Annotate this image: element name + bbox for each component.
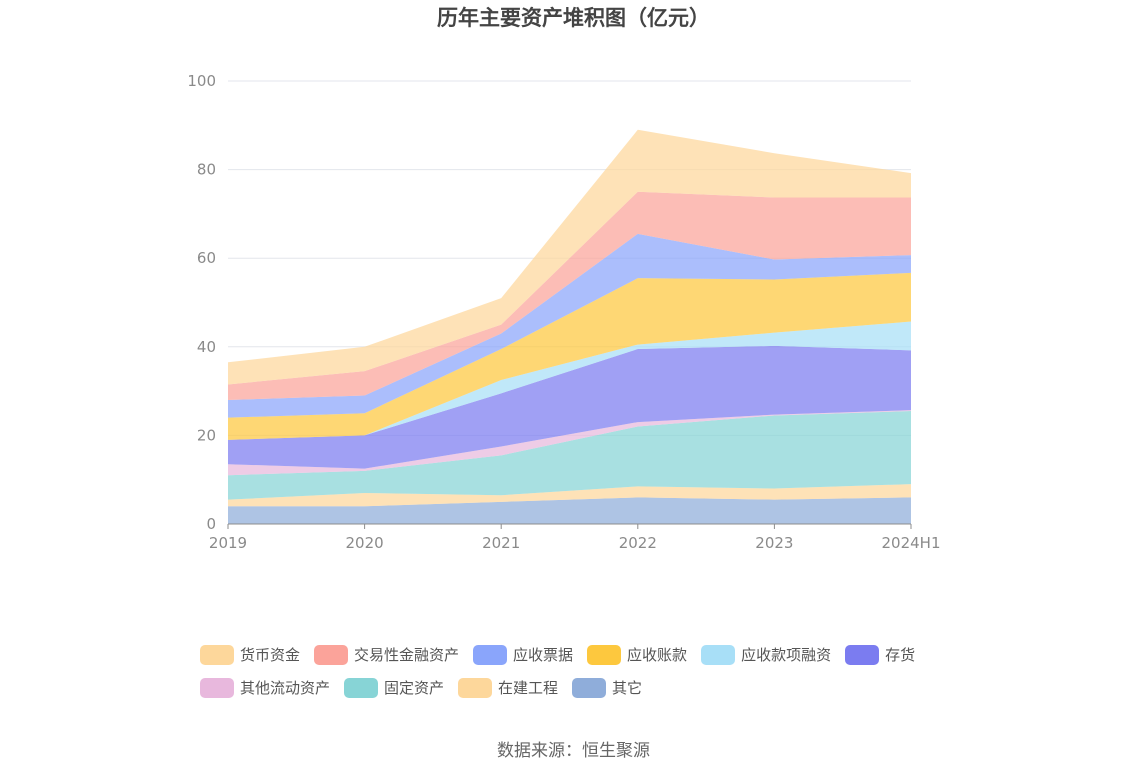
area-series-3[interactable] — [228, 410, 911, 476]
legend-swatch — [200, 644, 234, 665]
legend-label: 在建工程 — [498, 679, 559, 697]
legend-item-gudingzichan[interactable]: 固定资产 — [344, 677, 444, 698]
legend-label: 应收款项融资 — [741, 646, 832, 664]
legend-swatch — [200, 677, 234, 698]
x-tick-label: 2019 — [209, 534, 247, 552]
legend-swatch — [701, 644, 736, 665]
y-tick-label: 0 — [206, 515, 216, 533]
y-tick-label: 40 — [197, 338, 216, 356]
legend-swatch — [473, 644, 508, 665]
x-tick-label: 2021 — [482, 534, 520, 552]
legend-item-yingshoupiaoju[interactable]: 应收票据 — [473, 644, 573, 665]
x-tick-label: 2022 — [619, 534, 657, 552]
x-tick-label: 2023 — [755, 534, 793, 552]
legend-item-yingshouzhangkuan[interactable]: 应收账款 — [587, 644, 687, 665]
legend-item-jiaoyixing[interactable]: 交易性金融资产 — [314, 644, 459, 665]
area-series-2[interactable] — [228, 411, 911, 500]
legend-label: 应收票据 — [513, 646, 574, 664]
legend-label: 交易性金融资产 — [354, 646, 460, 664]
chart-legend: 货币资金 交易性金融资产 应收票据 应收账款 应收款项融资 存货 其他流动资产 — [200, 638, 980, 704]
legend-label: 存货 — [885, 646, 916, 664]
y-tick-label: 20 — [197, 426, 216, 444]
area-series — [228, 129, 911, 524]
legend-label: 其它 — [612, 679, 643, 697]
legend-swatch — [458, 677, 493, 698]
data-source: 数据来源：恒生聚源 — [497, 741, 650, 761]
legend-swatch — [314, 644, 349, 665]
legend-item-qita[interactable]: 其它 — [572, 677, 642, 698]
area-series-0[interactable] — [228, 497, 911, 524]
legend-item-qitaliudong[interactable]: 其他流动资产 — [200, 677, 330, 698]
legend-label: 货币资金 — [240, 646, 301, 664]
axes: 0 20 40 60 80 100 2019 2020 2021 2022 2023 2024H1 — [187, 72, 940, 552]
legend-item-huobi[interactable]: 货币资金 — [200, 644, 300, 665]
y-tick-label: 100 — [187, 72, 216, 90]
legend-item-yingshoukuanxiang[interactable]: 应收款项融资 — [701, 644, 831, 665]
area-series-4[interactable] — [228, 345, 911, 469]
y-tick-label: 60 — [197, 249, 216, 267]
legend-swatch — [344, 677, 379, 698]
legend-label: 其他流动资产 — [240, 679, 331, 697]
legend-row-2: 其他流动资产 固定资产 在建工程 其它 — [200, 671, 980, 704]
area-series-7[interactable] — [228, 233, 911, 418]
legend-swatch — [587, 644, 622, 665]
area-series-6[interactable] — [228, 272, 911, 440]
x-tick-label: 2024H1 — [882, 534, 941, 552]
legend-swatch — [572, 677, 607, 698]
legend-swatch — [845, 644, 880, 665]
legend-item-cunhuo[interactable]: 存货 — [845, 644, 915, 665]
stacked-area-chart: 0 20 40 60 80 100 2019 2020 2021 2022 2023 2024H1 — [187, 72, 940, 552]
x-tick-label: 2020 — [346, 534, 384, 552]
y-tick-label: 80 — [197, 161, 216, 179]
legend-label: 固定资产 — [384, 679, 445, 697]
legend-item-zaijiangongcheng[interactable]: 在建工程 — [458, 677, 558, 698]
area-series-9[interactable] — [228, 129, 911, 385]
legend-row-1: 货币资金 交易性金融资产 应收票据 应收账款 应收款项融资 存货 — [200, 638, 980, 671]
area-series-1[interactable] — [228, 484, 911, 507]
area-series-5[interactable] — [228, 321, 911, 440]
legend-label: 应收账款 — [627, 646, 688, 664]
area-series-8[interactable] — [228, 191, 911, 400]
chart-title: 历年主要资产堆积图（亿元） — [437, 6, 710, 30]
